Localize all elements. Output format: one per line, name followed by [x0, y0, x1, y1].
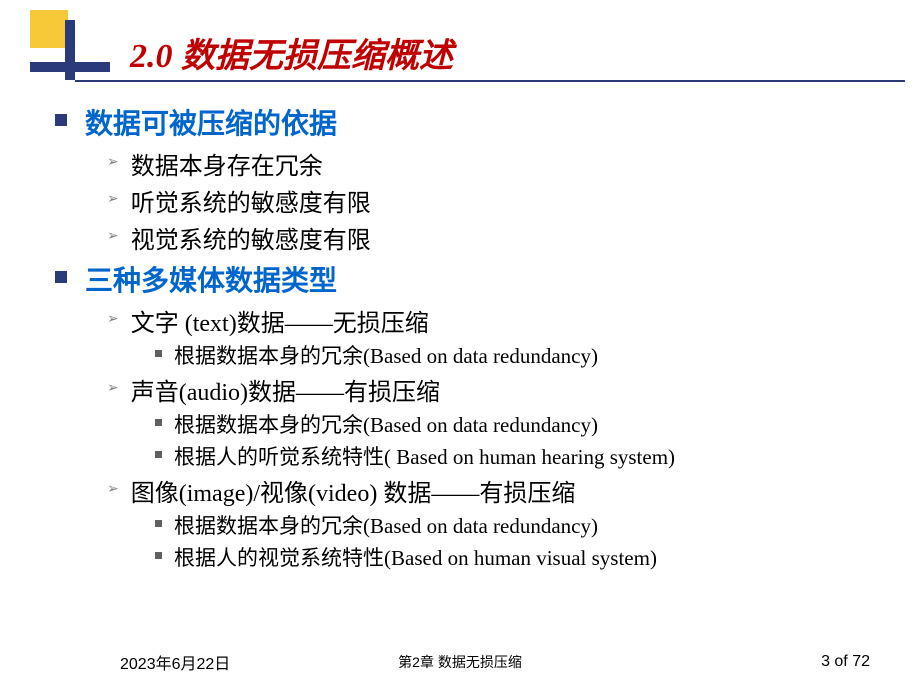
- list-item: ➢ 图像(image)/视像(video) 数据——有损压缩: [107, 473, 885, 508]
- list-item-text: 听觉系统的敏感度有限: [131, 183, 371, 218]
- list-item-text: 数据本身存在冗余: [131, 146, 323, 181]
- list-item: ➢ 声音(audio)数据——有损压缩: [107, 372, 885, 407]
- heading-1-text: 数据可被压缩的依据: [85, 102, 337, 142]
- small-square-bullet-icon: [155, 419, 162, 426]
- sub-list-item-text: 根据人的视觉系统特性(Based on human visual system): [174, 542, 657, 572]
- slide-title: 2.0 数据无损压缩概述: [130, 28, 453, 77]
- chevron-right-icon: ➢: [107, 311, 119, 328]
- heading-2: 三种多媒体数据类型: [55, 259, 885, 299]
- list-item-text: 声音(audio)数据——有损压缩: [131, 372, 440, 407]
- footer-page-number: 3 of 72: [821, 653, 870, 671]
- heading-2-text: 三种多媒体数据类型: [85, 259, 337, 299]
- list-item-text: 文字 (text)数据——无损压缩: [131, 303, 429, 338]
- sub-list-item-text: 根据数据本身的冗余(Based on data redundancy): [174, 409, 598, 439]
- sub-list-item: 根据数据本身的冗余(Based on data redundancy): [155, 340, 885, 370]
- sub-list-item: 根据数据本身的冗余(Based on data redundancy): [155, 409, 885, 439]
- sub-list-item-text: 根据人的听觉系统特性( Based on human hearing syste…: [174, 441, 675, 471]
- sub-list-item-text: 根据数据本身的冗余(Based on data redundancy): [174, 510, 598, 540]
- chevron-right-icon: ➢: [107, 380, 119, 397]
- small-square-bullet-icon: [155, 552, 162, 559]
- chevron-right-icon: ➢: [107, 228, 119, 245]
- small-square-bullet-icon: [155, 350, 162, 357]
- list-item: ➢ 听觉系统的敏感度有限: [107, 183, 885, 218]
- list-item: ➢ 视觉系统的敏感度有限: [107, 220, 885, 255]
- small-square-bullet-icon: [155, 451, 162, 458]
- sub-list-item: 根据数据本身的冗余(Based on data redundancy): [155, 510, 885, 540]
- slide-content: 数据可被压缩的依据 ➢ 数据本身存在冗余 ➢ 听觉系统的敏感度有限 ➢ 视觉系统…: [55, 98, 885, 574]
- sub-list-item: 根据人的视觉系统特性(Based on human visual system): [155, 542, 885, 572]
- square-bullet-icon: [55, 114, 67, 126]
- small-square-bullet-icon: [155, 520, 162, 527]
- list-item: ➢ 文字 (text)数据——无损压缩: [107, 303, 885, 338]
- list-item: ➢ 数据本身存在冗余: [107, 146, 885, 181]
- list-item-text: 视觉系统的敏感度有限: [131, 220, 371, 255]
- heading-1: 数据可被压缩的依据: [55, 102, 885, 142]
- sub-list-item-text: 根据数据本身的冗余(Based on data redundancy): [174, 340, 598, 370]
- chevron-right-icon: ➢: [107, 191, 119, 208]
- deco-navy-horizontal: [30, 62, 110, 72]
- footer-chapter: 第2章 数据无损压缩: [0, 652, 920, 672]
- title-underline: [75, 80, 905, 82]
- deco-yellow-square: [30, 10, 68, 48]
- corner-decoration: [0, 0, 110, 90]
- list-item-text: 图像(image)/视像(video) 数据——有损压缩: [131, 473, 576, 508]
- sub-list-item: 根据人的听觉系统特性( Based on human hearing syste…: [155, 441, 885, 471]
- chevron-right-icon: ➢: [107, 481, 119, 498]
- chevron-right-icon: ➢: [107, 154, 119, 171]
- square-bullet-icon: [55, 271, 67, 283]
